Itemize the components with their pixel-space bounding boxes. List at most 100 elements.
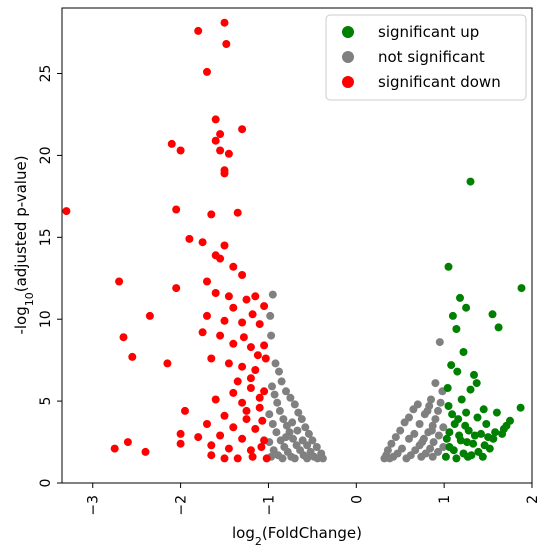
data-point (492, 408, 501, 417)
data-point (203, 277, 211, 286)
data-point (464, 426, 473, 435)
data-point (198, 238, 207, 247)
data-point (229, 303, 238, 312)
data-point (270, 390, 279, 399)
data-point (452, 325, 461, 333)
data-point (308, 436, 317, 445)
data-point (233, 377, 242, 386)
data-point (207, 441, 216, 450)
data-point (405, 434, 413, 443)
data-point (262, 454, 271, 463)
data-point (253, 351, 262, 360)
x-axis-label: log2(FoldChange) (232, 524, 362, 548)
data-point (172, 205, 181, 214)
data-point (453, 367, 462, 376)
data-point (268, 420, 277, 428)
data-point (467, 451, 476, 460)
y-tick-label: 10 (38, 310, 54, 328)
data-point (303, 454, 312, 463)
data-point (211, 395, 220, 404)
data-point (224, 292, 233, 301)
data-point (428, 452, 437, 461)
data-point (443, 384, 452, 392)
data-point (185, 234, 194, 243)
data-point (470, 431, 479, 440)
data-point (229, 423, 238, 432)
data-point (229, 262, 238, 271)
data-point (207, 210, 216, 219)
data-point (198, 328, 207, 337)
data-point (260, 341, 269, 350)
data-point (279, 415, 288, 424)
x-tick-label: −2 (174, 495, 190, 516)
y-tick-label: 5 (38, 397, 54, 406)
data-point (203, 67, 211, 76)
data-point (391, 433, 400, 442)
data-point (277, 377, 286, 386)
data-point (257, 443, 266, 451)
data-point (255, 393, 264, 402)
data-point (238, 318, 247, 327)
data-point (220, 18, 229, 27)
data-point (229, 388, 238, 397)
data-point (439, 443, 448, 451)
data-point (502, 421, 511, 430)
data-point (246, 384, 255, 392)
data-point (220, 411, 229, 420)
data-point (216, 331, 225, 340)
data-point (286, 393, 295, 402)
data-point (275, 367, 283, 376)
data-point (242, 295, 251, 304)
data-point (494, 323, 503, 332)
data-point (485, 444, 494, 453)
data-point (436, 398, 445, 407)
data-point (444, 402, 453, 410)
data-point (224, 149, 233, 158)
data-point (229, 339, 238, 348)
data-point (498, 429, 507, 438)
data-point (469, 439, 478, 448)
data-point (477, 429, 485, 438)
y-axis-label: -log10(adjusted p-value) (12, 155, 36, 334)
y-tick-label: 0 (38, 479, 54, 488)
data-point (233, 454, 242, 463)
data-point (387, 439, 396, 448)
data-point (220, 241, 229, 250)
data-point (449, 446, 458, 455)
data-point (251, 292, 260, 301)
data-point (145, 311, 154, 320)
data-point (478, 452, 487, 461)
x-axis: −3 −2 −1 0 1 2 (86, 483, 541, 516)
data-point (216, 146, 225, 155)
data-point (224, 444, 233, 453)
legend-marker (342, 51, 354, 63)
data-point (176, 429, 185, 438)
data-point (434, 406, 442, 415)
data-point (261, 354, 270, 363)
data-point (313, 454, 322, 463)
data-point (427, 395, 435, 404)
data-point (239, 333, 248, 342)
data-point (216, 431, 225, 440)
legend-marker (342, 76, 354, 88)
data-point (470, 370, 478, 379)
data-point (304, 429, 313, 438)
data-point (278, 454, 287, 463)
y-tick-label: 25 (38, 65, 54, 83)
data-point (489, 434, 498, 443)
data-point (454, 415, 463, 424)
data-point (207, 354, 216, 363)
y-tick-label: 20 (38, 146, 54, 164)
data-point (163, 359, 172, 368)
data-point (282, 433, 290, 442)
data-point (273, 398, 282, 407)
data-point (194, 26, 203, 35)
data-point (275, 406, 284, 415)
data-point (447, 361, 456, 370)
data-point (462, 408, 471, 417)
data-point (238, 125, 247, 134)
data-point (400, 418, 409, 427)
data-point (255, 403, 264, 412)
data-point (260, 436, 269, 445)
x-tick-label: −3 (86, 495, 102, 516)
